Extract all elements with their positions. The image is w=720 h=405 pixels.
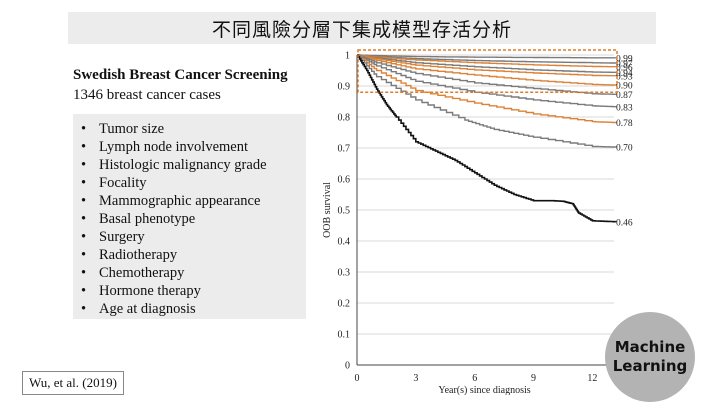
bullet-icon: • [81, 265, 87, 281]
survival-curve [357, 54, 617, 95]
x-tick-label: 0 [355, 373, 360, 384]
factor-label: Age at diagnosis [99, 301, 196, 317]
curve-end-label: 0.87 [616, 91, 633, 101]
y-tick-label: 0.2 [338, 299, 351, 310]
curve-end-label: 0.99 [616, 54, 633, 64]
factor-label: Radiotherapy [99, 247, 178, 263]
factor-item: • Surgery [73, 228, 306, 246]
badge-line-2: Learning [612, 357, 688, 375]
slide-title: 不同風險分層下集成模型存活分析 [211, 18, 512, 41]
y-tick-label: 0.8 [338, 113, 351, 124]
x-tick-label: 3 [413, 373, 418, 384]
survival-curve [357, 54, 617, 124]
bullet-icon: • [81, 193, 87, 209]
y-tick-label: 0.3 [338, 268, 351, 279]
survival-curve [357, 54, 616, 59]
curve-end-label: 0.78 [616, 119, 633, 129]
survival-chart: 00.10.20.30.40.50.60.70.80.910369121Year… [322, 49, 633, 395]
bullet-icon: • [81, 211, 87, 227]
factor-item: • Histologic malignancy grade [73, 156, 306, 174]
factor-item: • Lymph node involvement [73, 138, 306, 156]
survival-curve [357, 54, 617, 86]
y-tick-label: 0.4 [338, 237, 351, 248]
y-tick-label: 1 [345, 51, 350, 62]
survival-curve [357, 54, 617, 223]
x-tick-label: 12 [587, 373, 597, 384]
curve-end-label: 0.90 [616, 82, 633, 92]
case-count: 1346 breast cancer cases [73, 87, 221, 103]
y-tick-label: 0.1 [338, 330, 351, 341]
bullet-icon: • [81, 247, 87, 263]
bullet-icon: • [81, 175, 87, 191]
factor-label: Lymph node involvement [99, 139, 249, 155]
factor-list-panel: • Tumor size • Lymph node involvement • Histo… [73, 114, 306, 319]
machine-learning-badge: Machine Learning [605, 312, 695, 402]
study-name: Swedish Breast Cancer Screening [73, 67, 288, 83]
x-axis-label: Year(s) since diagnosis [438, 385, 530, 395]
badge-line-1: Machine [614, 338, 686, 356]
y-axis-label: OOB survival [322, 182, 333, 238]
y-tick-label: 0.9 [338, 82, 351, 93]
factor-label: Basal phenotype [99, 211, 196, 227]
bullet-icon: • [81, 157, 87, 173]
factor-list: • Tumor size • Lymph node involvement • Histo… [73, 114, 306, 318]
curve-end-label: 0.97 [616, 60, 633, 70]
factor-label: Mammographic appearance [99, 193, 261, 209]
factor-item: • Chemotherapy [73, 264, 306, 282]
y-tick-label: 0.7 [338, 144, 351, 155]
highlight-box [357, 49, 618, 93]
survival-curve [357, 54, 617, 77]
curve-end-label: 0.93 [616, 72, 633, 82]
factor-label: Tumor size [99, 121, 165, 137]
x-tick-label: 9 [531, 373, 536, 384]
factor-item: • Hormone therapy [73, 282, 306, 300]
factor-label: Histologic malignancy grade [99, 157, 267, 173]
survival-curve [357, 54, 617, 148]
factor-label: Surgery [99, 229, 145, 245]
survival-curve [357, 54, 617, 68]
factor-item: • Mammographic appearance [73, 192, 306, 210]
citation: Wu, et al. (2019) [22, 371, 124, 395]
factor-item: • Focality [73, 174, 306, 192]
y-tick-label: 0.6 [338, 175, 351, 186]
bullet-icon: • [81, 229, 87, 245]
factor-label: Focality [99, 175, 147, 191]
bullet-icon: • [81, 121, 87, 137]
curve-end-label: 0.70 [616, 144, 633, 154]
factor-item: • Tumor size [73, 120, 306, 138]
curve-end-label: 0.96 [616, 63, 633, 73]
factor-item: • Basal phenotype [73, 210, 306, 228]
curve-end-label: 0.94 [616, 69, 633, 79]
title-bar: 不同風險分層下集成模型存活分析 [68, 12, 656, 44]
bullet-icon: • [81, 283, 87, 299]
bullet-icon: • [81, 139, 87, 155]
factor-item: • Radiotherapy [73, 246, 306, 264]
x-tick-label: 6 [472, 373, 477, 384]
bullet-icon: • [81, 301, 87, 317]
survival-curve [357, 54, 617, 108]
curve-end-label: 0.83 [616, 103, 633, 113]
factor-label: Hormone therapy [99, 283, 201, 299]
y-tick-label: 0 [345, 361, 350, 372]
y-tick-label: 0.5 [338, 206, 351, 217]
factor-label: Chemotherapy [99, 265, 185, 281]
factor-item: • Age at diagnosis [73, 300, 306, 318]
survival-curve [357, 54, 617, 73]
curve-end-label: 0.46 [616, 218, 633, 228]
